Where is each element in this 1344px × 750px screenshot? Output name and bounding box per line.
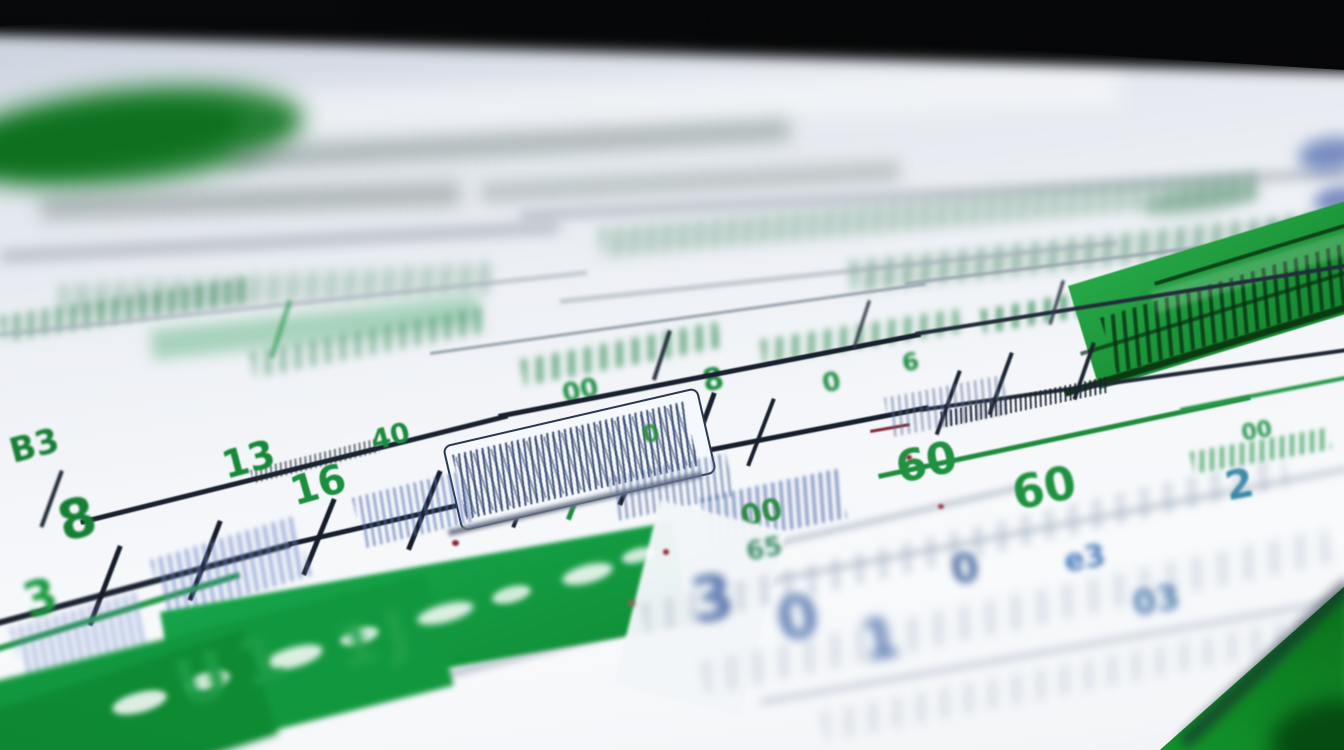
green-digit: 0 <box>819 366 844 400</box>
green-digit: 6 <box>899 346 922 378</box>
blue-figure-blurred: 03 <box>1129 576 1184 625</box>
red-dot <box>938 504 944 509</box>
blue-figure-blurred: e3 <box>1061 537 1109 580</box>
paper-fold-line <box>0 222 560 261</box>
blue-figure-blurred: 0 <box>771 579 825 657</box>
green-figure: 60 <box>891 431 962 494</box>
green-figure-small: 00 <box>1239 416 1275 447</box>
blue-figure-blurred: 1 <box>855 604 905 676</box>
teal-figure-blurred: 65 <box>743 531 785 568</box>
column-line <box>746 398 776 467</box>
far-row-streak <box>40 181 461 220</box>
green-figure: B3 <box>5 420 64 472</box>
red-dot <box>628 600 635 606</box>
blue-smudge-right-edge <box>1296 133 1344 176</box>
green-scribble-row <box>760 308 962 364</box>
red-dot <box>906 455 912 460</box>
dark-background-band-left <box>0 0 341 22</box>
red-dot <box>452 540 459 546</box>
green-figure: 40 <box>367 415 414 457</box>
red-dot <box>663 549 669 555</box>
green-figure: 8 <box>50 483 104 555</box>
green-marker-row-line <box>1180 373 1344 412</box>
